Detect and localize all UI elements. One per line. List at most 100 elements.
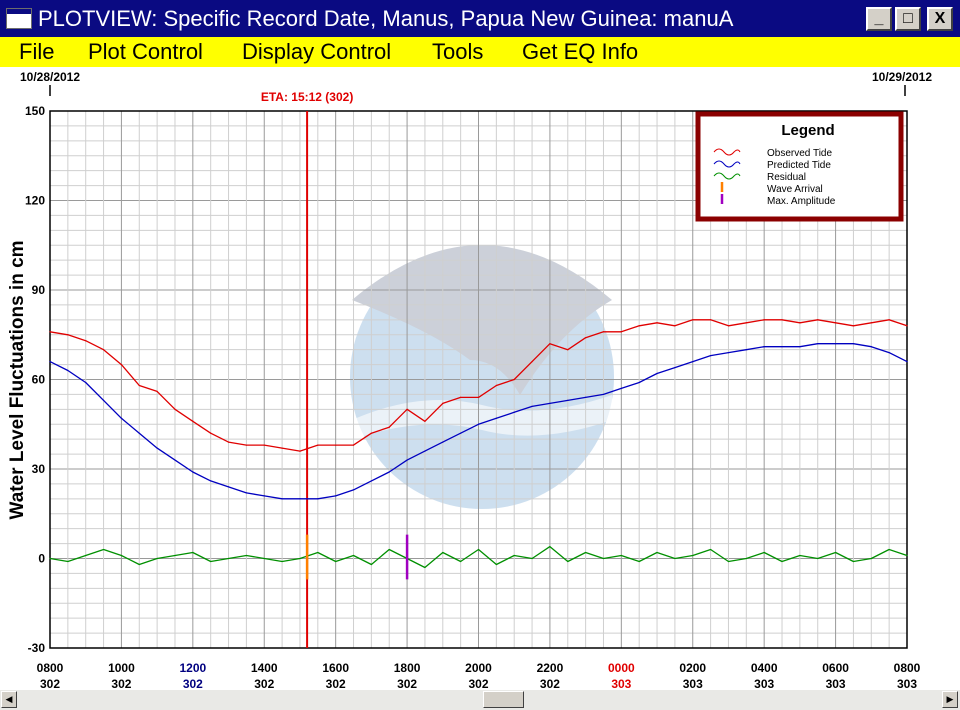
series-point: [477, 396, 480, 398]
series-point: [602, 393, 605, 396]
menu-file[interactable]: File: [19, 39, 55, 64]
series-point: [817, 343, 819, 345]
x-tick-day-label: 303: [897, 677, 917, 690]
series-point: [67, 369, 69, 372]
series-point: [781, 346, 783, 348]
close-button[interactable]: X: [927, 7, 953, 31]
title-bar[interactable]: PLOTVIEW: Specific Record Date, Manus, P…: [0, 0, 960, 37]
x-tick-day-label: 303: [683, 677, 703, 690]
y-tick-label: 30: [32, 462, 46, 476]
series-point: [817, 319, 819, 321]
series-point: [531, 557, 533, 560]
minimize-button[interactable]: _: [866, 7, 892, 31]
series-point: [549, 343, 551, 345]
series-point: [138, 384, 140, 387]
series-point: [727, 325, 730, 327]
series-point: [317, 551, 319, 554]
plot-frame: [49, 110, 908, 649]
series-point: [906, 325, 908, 327]
series-point: [85, 554, 87, 557]
y-tick-label: 150: [25, 104, 45, 118]
series-point: [799, 322, 801, 324]
x-tick-day-label: 302: [397, 677, 417, 690]
x-tick-day-label: 302: [111, 677, 131, 690]
legend-swatch: [713, 172, 741, 180]
y-axis-label: Water Level Fluctuations in cm: [7, 240, 28, 519]
series-point: [888, 548, 890, 551]
series-point: [692, 361, 694, 363]
series-point: [781, 560, 783, 563]
series-point: [120, 363, 123, 366]
series-point: [299, 450, 301, 452]
series-point: [656, 322, 658, 324]
series-point: [513, 378, 515, 381]
legend-swatch: [713, 160, 741, 168]
event-markers: [305, 534, 409, 580]
y-axis-ticks: -30 0 30 60 90 120 150: [25, 104, 45, 655]
series-point: [834, 551, 837, 554]
series-point: [120, 554, 123, 557]
window-title: PLOTVIEW: Specific Record Date, Manus, P…: [38, 6, 734, 31]
series-point: [370, 432, 372, 434]
series-point: [67, 334, 69, 336]
series-point: [174, 408, 176, 410]
series-point: [281, 447, 283, 449]
legend-entry-label: Observed Tide: [767, 148, 832, 159]
horizontal-scrollbar[interactable]: ◀ ▶: [0, 690, 960, 710]
series-point: [210, 480, 212, 482]
menu-tools[interactable]: Tools: [432, 39, 484, 64]
series-point: [317, 498, 319, 500]
x-tick-time-label: 0800: [894, 661, 921, 675]
legend-entry-label: Residual: [767, 172, 806, 183]
series-point: [620, 387, 622, 390]
series-point: [710, 355, 712, 357]
series-point: [460, 560, 462, 563]
x-tick-time-label: 1200: [179, 661, 206, 675]
x-tick-day-label: 303: [826, 677, 846, 690]
app-window-icon[interactable]: [6, 8, 32, 29]
scroll-right-button[interactable]: ▶: [942, 691, 958, 708]
series-point: [49, 331, 51, 333]
series-point: [85, 381, 87, 384]
series-point: [763, 319, 765, 321]
x-tick-time-label: 1000: [108, 661, 135, 675]
series-point: [156, 390, 158, 393]
series-point: [852, 343, 855, 345]
series-point: [638, 560, 640, 563]
series-point: [263, 444, 265, 446]
maximize-button[interactable]: □: [895, 7, 921, 31]
x-tick-time-label: 1800: [394, 661, 421, 675]
series-point: [388, 426, 390, 428]
series-point: [638, 325, 640, 327]
menu-display-control[interactable]: Display Control: [242, 39, 392, 64]
x-tick-time-label: 1400: [251, 661, 278, 675]
series-point: [549, 545, 551, 548]
legend-entry-label: Wave Arrival: [767, 184, 823, 195]
series-point: [388, 471, 390, 473]
series-point: [799, 554, 801, 557]
y-tick-label: 90: [32, 283, 46, 297]
series-point: [335, 495, 337, 497]
series-point: [102, 349, 105, 351]
series-point: [567, 349, 569, 351]
menu-get-eq-info[interactable]: Get EQ Info: [522, 39, 639, 64]
series-point: [370, 563, 372, 566]
series-point: [102, 548, 105, 551]
series-point: [727, 352, 730, 354]
series-point: [245, 492, 247, 494]
series-point: [585, 396, 587, 398]
menu-plot-control[interactable]: Plot Control: [88, 39, 203, 64]
series-point: [156, 557, 158, 560]
series-point: [763, 346, 765, 348]
series-point: [138, 432, 140, 434]
scrollbar-thumb[interactable]: [483, 691, 524, 708]
series-point: [263, 495, 265, 497]
series-point: [745, 349, 747, 351]
series-point: [352, 444, 355, 446]
series-point: [299, 498, 301, 500]
series-point: [49, 361, 51, 363]
x-tick-day-label: 303: [611, 677, 631, 690]
series-point: [460, 432, 462, 434]
scroll-left-button[interactable]: ◀: [1, 691, 17, 708]
